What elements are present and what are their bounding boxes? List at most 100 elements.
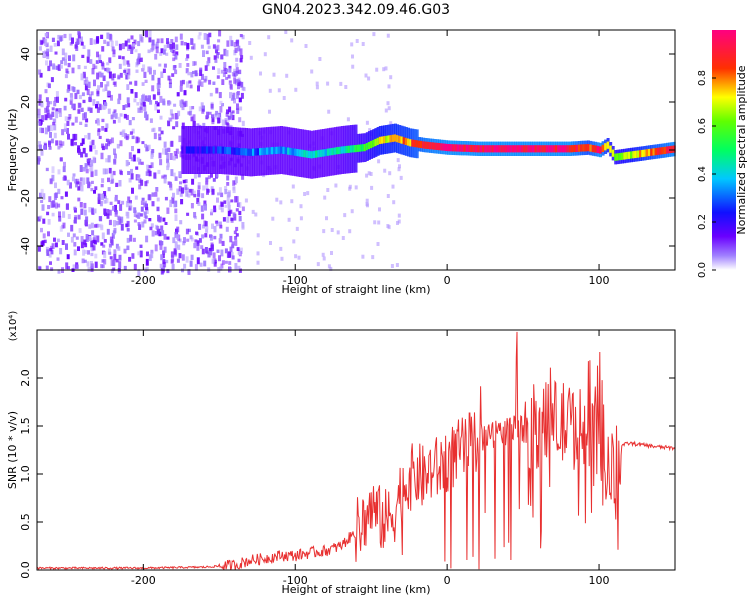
spectrogram-noise-cell (239, 247, 243, 254)
spectrogram-noise-cell (169, 199, 173, 204)
spectrogram-noise-cell (127, 63, 131, 67)
spectrogram-noise-cell (233, 77, 237, 84)
spectrogram-noise-cell (115, 182, 119, 187)
spectrogram-noise-cell (117, 200, 121, 204)
spectrogram-ridge-core (575, 144, 579, 152)
spectrogram-noise-cell (202, 50, 205, 57)
spectrogram-noise-cell (291, 184, 295, 189)
spectrogram-noise-cell (361, 42, 365, 46)
spectrogram-noise-cell (172, 42, 175, 49)
spectrogram-noise-cell (93, 208, 97, 214)
spectrogram-noise-cell (212, 44, 216, 49)
spectrogram-noise-cell (51, 166, 55, 174)
spectrogram-noise-cell (396, 221, 399, 225)
spectrogram-noise-cell (133, 39, 137, 45)
spectrogram-noise-cell (85, 76, 89, 82)
spectrogram-noise-cell (108, 139, 112, 145)
spectrogram-noise-cell (131, 117, 135, 121)
spectrogram-noise-cell (292, 239, 296, 244)
spectrogram-noise-cell (170, 140, 174, 147)
spectrogram-noise-cell (268, 109, 271, 114)
spectrogram-noise-cell (256, 251, 260, 256)
spectrogram-noise-cell (47, 231, 50, 237)
spectrogram-noise-cell (254, 212, 258, 217)
spectrogram-noise-cell (50, 138, 54, 144)
spectrogram-noise-cell (71, 122, 75, 126)
spectrogram-noise-cell (91, 207, 94, 214)
spectrogram-noise-cell (118, 63, 122, 69)
spectrogram-noise-cell (38, 141, 42, 147)
spectrogram-noise-cell (209, 92, 213, 97)
spectrogram-noise-cell (96, 51, 99, 58)
spectrogram-noise-cell (215, 221, 219, 227)
spectrogram-ridge-core (181, 146, 185, 154)
spectrogram-noise-cell (125, 135, 129, 141)
spectrogram-noise-cell (216, 197, 219, 203)
spectrogram-noise-cell (107, 90, 111, 96)
spectrogram-noise-cell (38, 266, 42, 271)
spectrogram-noise-cell (63, 161, 66, 167)
spectrogram-ridge-core (365, 143, 369, 151)
spectrogram-noise-cell (106, 67, 109, 73)
spectrogram-noise-cell (231, 255, 235, 260)
spectrogram-noise-cell (232, 212, 236, 217)
spectrogram-noise-cell (205, 250, 209, 255)
spectrogram-noise-cell (102, 75, 106, 81)
snr-scale-label: (x10⁴) (8, 311, 19, 342)
spectrogram-noise-cell (303, 192, 307, 196)
spectrogram-noise-cell (128, 178, 132, 183)
spectrogram-noise-cell (226, 123, 230, 128)
spectrogram-noise-cell (371, 255, 375, 260)
spectrogram-noise-cell (294, 87, 298, 92)
spectrogram-noise-cell (112, 81, 116, 85)
spectrogram-noise-cell (114, 153, 117, 159)
spectrogram-noise-cell (154, 103, 158, 111)
spectrogram-noise-cell (60, 196, 64, 200)
spectrogram-noise-cell (73, 208, 77, 213)
spectrogram-noise-cell (69, 99, 73, 105)
spectrogram-noise-cell (107, 177, 110, 183)
spectrogram-noise-cell (113, 220, 116, 227)
spectrogram-noise-cell (104, 143, 108, 150)
spectrogram-noise-cell (163, 233, 167, 240)
spectrogram-noise-cell (364, 73, 368, 78)
spectrogram-noise-cell (118, 218, 122, 225)
spectrogram-noise-cell (80, 184, 84, 192)
spectrogram-noise-cell (238, 97, 242, 103)
spectrogram-ridge-core (256, 148, 260, 156)
spectrogram-noise-cell (198, 238, 202, 243)
spectrogram-noise-cell (89, 107, 93, 113)
spectrogram-noise-cell (218, 238, 222, 244)
spectrogram-noise-cell (183, 237, 186, 244)
spectrogram-noise-cell (361, 254, 365, 259)
spectrogram-ridge-core (424, 141, 428, 149)
spectrogram-noise-cell (226, 216, 230, 223)
spectrogram-noise-cell (74, 92, 78, 100)
spectrogram-noise-cell (41, 204, 45, 211)
spectrogram-noise-cell (234, 236, 238, 240)
spectrogram-noise-cell (72, 54, 76, 62)
spectrogram-noise-cell (115, 243, 119, 249)
spectrogram-noise-cell (397, 213, 401, 218)
spectrogram-noise-cell (103, 39, 107, 44)
spectrogram-noise-cell (191, 46, 194, 50)
spectrogram-noise-cell (110, 137, 114, 144)
spectrogram-ridge-core (226, 147, 230, 155)
spectrogram-noise-cell (216, 249, 220, 253)
spectrogram-noise-cell (153, 172, 157, 179)
snr-panel: -200 -100 0 100 0.0 0.5 1.0 1.5 2.0 Height of s… (6, 311, 676, 596)
spectrogram-noise-cell (88, 96, 92, 102)
spectrogram-noise-cell (225, 68, 229, 73)
spectrogram-noise-cell (99, 223, 103, 229)
spectrogram-noise-cell (144, 111, 148, 118)
spectrogram-noise-cell (93, 224, 97, 228)
spectrogram-noise-cell (223, 120, 227, 126)
spectrogram-noise-cell (86, 261, 90, 267)
spectrogram-noise-cell (104, 67, 108, 72)
spectrogram-noise-cell (213, 226, 217, 233)
spectrogram-noise-cell (76, 89, 80, 95)
spectrogram-noise-cell (147, 169, 151, 173)
spectrogram-noise-cell (96, 88, 100, 95)
spectrogram-noise-cell (211, 223, 214, 229)
spectrogram-noise-cell (171, 263, 175, 270)
